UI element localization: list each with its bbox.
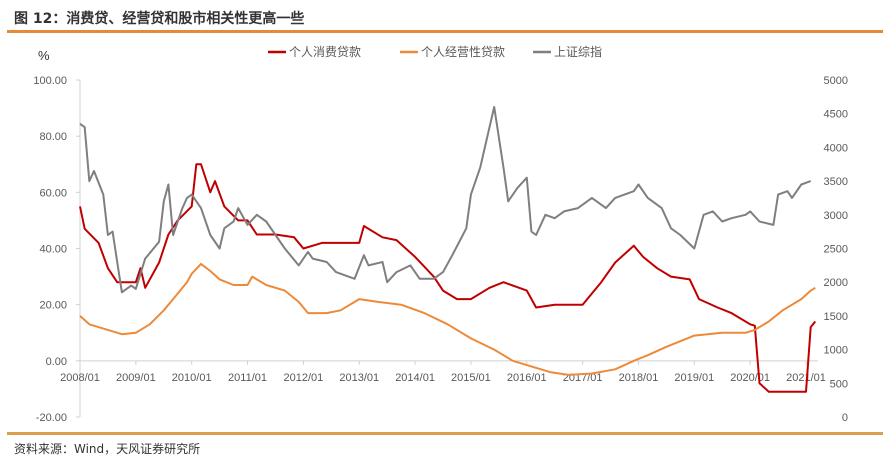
source-note: 资料来源：Wind，天风证券研究所 [14,442,201,456]
bottom-rule [7,432,883,435]
y2-tick-label: 1000 [824,345,848,357]
x-tick-label: 2009/01 [116,372,156,384]
x-tick-label: 2016/01 [507,372,547,384]
x-tick-label: 2014/01 [395,372,435,384]
legend-label: 上证综指 [554,44,602,59]
legend-label: 个人消费贷款 [289,45,361,59]
series-line-3 [79,106,812,294]
y2-tick-label: 5000 [824,75,848,87]
y2-tick-label: 500 [830,378,848,390]
x-tick-label: 2011/01 [228,372,267,384]
y2-tick-label: 2500 [824,244,848,256]
x-tick-label: 2010/01 [172,372,212,384]
x-tick-label: 2013/01 [339,372,379,384]
y2-tick-label: 3500 [824,176,848,188]
y-tick-label: 80.00 [39,131,67,143]
x-tick-label: 2008/01 [60,372,100,384]
x-tick-label: 2020/01 [730,372,770,384]
x-tick-label: 2019/01 [674,372,714,384]
y-tick-label: -20.00 [36,412,67,424]
y-tick-label: 0.00 [46,356,67,368]
y-tick-label: 60.00 [39,187,67,199]
y-axis-unit: % [38,48,50,63]
y2-tick-label: 4500 [824,109,848,121]
legend-label: 个人经营性贷款 [421,45,505,59]
y-tick-label: 20.00 [39,300,67,312]
x-tick-label: 2015/01 [451,372,491,384]
series-line-2 [79,262,816,376]
y2-tick-label: 2000 [824,277,848,289]
y-tick-label: 100.00 [33,75,67,87]
x-tick-label: 2012/01 [284,372,324,384]
top-rule [7,30,883,33]
x-tick-label: 2018/01 [619,372,659,384]
x-tick-label: 2021/01 [786,372,826,384]
figure-title: 图 12：消费贷、经营贷和股市相关性更高一些 [14,11,305,27]
y2-tick-label: 1500 [824,311,848,323]
y2-tick-label: 4000 [824,142,848,154]
y2-tick-label: 0 [842,412,848,424]
y-tick-label: 40.00 [39,244,67,256]
y2-tick-label: 3000 [824,210,848,222]
